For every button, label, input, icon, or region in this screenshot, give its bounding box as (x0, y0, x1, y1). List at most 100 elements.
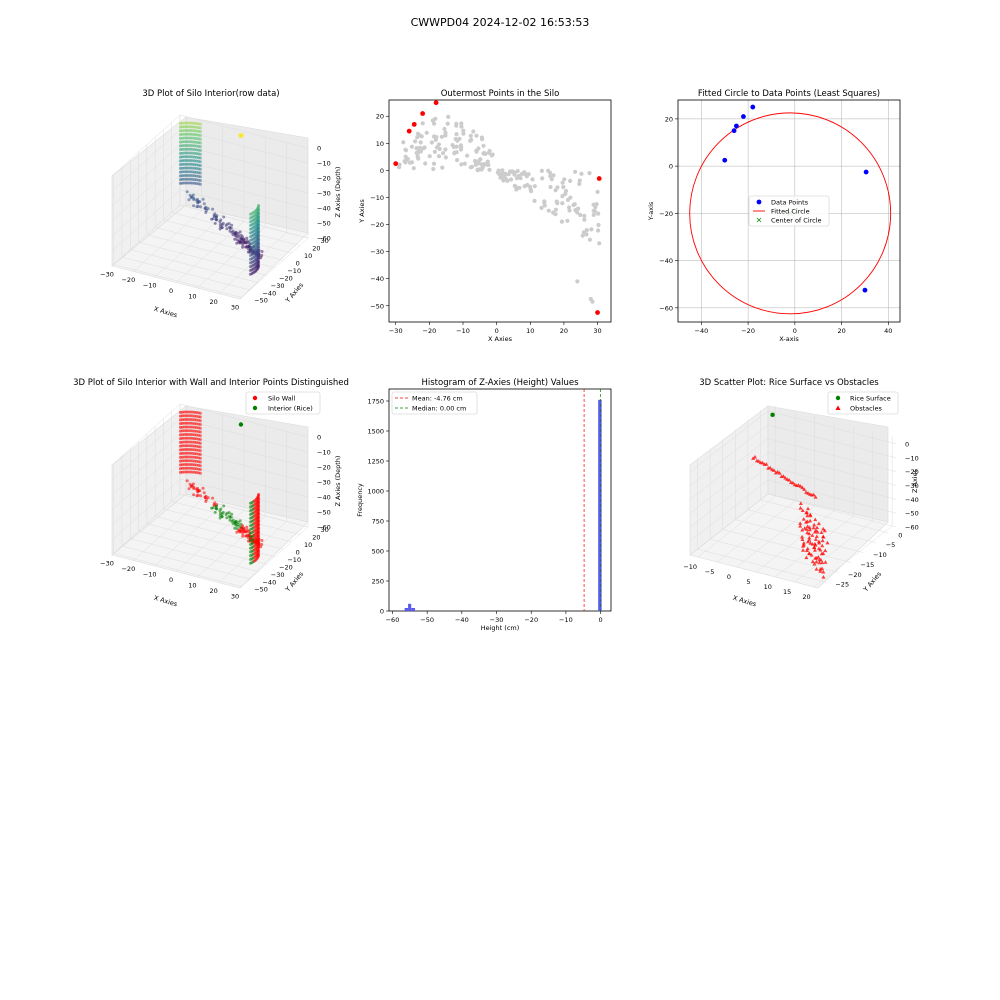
silo-point (178, 448, 182, 452)
legend-label-rice: Rice Surface (850, 395, 891, 403)
tick-label: 0 (317, 145, 321, 153)
outermost-points (393, 100, 602, 315)
outermost-point (596, 176, 602, 181)
data-points (722, 104, 869, 293)
grid-line (121, 256, 251, 291)
silo-point (230, 519, 234, 523)
gray-point (442, 126, 447, 132)
obstacle-point (805, 506, 810, 511)
tick-label: −20 (423, 327, 437, 335)
tick-label: −30 (490, 616, 504, 624)
obstacle-point (783, 475, 788, 480)
tick-label: 0 (380, 608, 384, 616)
tick-label: −20 (317, 464, 331, 472)
silo-point (196, 493, 200, 497)
silo-point (239, 239, 243, 243)
silo-point (202, 202, 206, 206)
y-axis-label: Y Axies (283, 281, 305, 305)
obstacle-point (825, 540, 830, 545)
grid-line (113, 553, 242, 587)
tick-label: 30 (321, 526, 329, 534)
silo-point (257, 507, 261, 511)
silo-point (202, 491, 206, 495)
obstacle-point (814, 556, 819, 560)
silo-point (212, 503, 216, 506)
grid-line (179, 403, 309, 438)
legend: Mean: -4.76 cm Median: 0.00 cm (391, 391, 478, 415)
chart-title: 3D Scatter Plot: Rice Surface vs Obstacl… (699, 378, 879, 388)
silo-point (257, 215, 261, 219)
gray-point (416, 149, 421, 154)
silo-point (241, 245, 245, 249)
gray-point (539, 205, 544, 210)
gray-point (403, 147, 408, 152)
gray-point (582, 217, 587, 222)
obstacle-point (814, 567, 819, 571)
silo-point (192, 204, 196, 208)
grid-line (130, 538, 259, 572)
gray-point (542, 203, 547, 208)
obstacle-point (760, 460, 765, 465)
panel-fitted-circle: Fitted Circle to Data Points (Least Squa… (647, 89, 901, 343)
silo-point (192, 493, 196, 497)
chart-title: Outermost Points in the Silo (441, 89, 560, 99)
grid-line (111, 174, 181, 237)
gray-point (462, 161, 467, 166)
obstacle-point (810, 559, 815, 564)
tick-label: −50 (420, 616, 434, 624)
outermost-point (393, 161, 399, 167)
silo-point (201, 197, 205, 201)
tick-label: −30 (905, 482, 919, 490)
silo-point (257, 233, 261, 237)
grid-line (111, 204, 181, 267)
silo-point (199, 205, 202, 209)
silo-point (236, 521, 240, 524)
gray-point (597, 241, 602, 246)
tick-label: 20 (312, 534, 320, 542)
chart-title: Histogram of Z-Axies (Height) Values (421, 378, 579, 388)
tick-label: 30 (593, 327, 601, 335)
gray-point (486, 162, 491, 167)
obstacle-point (818, 569, 823, 573)
silo-point (257, 237, 261, 241)
silo-point (205, 208, 208, 212)
tick-label: −5 (886, 541, 896, 549)
gray-point (443, 147, 448, 152)
gray-point (413, 139, 418, 144)
tick-label: −20 (848, 571, 862, 579)
obstacle-point (801, 540, 806, 545)
silo-point (257, 260, 261, 264)
silo-point (241, 534, 245, 538)
silo-point (257, 245, 261, 249)
tick-label: −10 (683, 563, 697, 571)
silo-point (188, 482, 192, 486)
obstacle-point (773, 470, 778, 475)
gray-point (446, 114, 451, 119)
silo-point (185, 190, 189, 194)
obstacle-point (775, 469, 780, 474)
silo-point (257, 545, 261, 549)
y-axis-label: Y Axies (283, 570, 305, 594)
gray-point (409, 144, 414, 149)
silo-point (188, 129, 192, 132)
gray-point (455, 158, 460, 163)
grid-line (171, 212, 300, 246)
tick-label: 0 (296, 549, 300, 557)
obstacle-point (768, 465, 773, 470)
y-axis-label: Y Axies (358, 199, 366, 224)
gray-point (587, 237, 593, 242)
legend-label-obstacles: Obstacles (850, 405, 883, 413)
outermost-point (433, 100, 439, 106)
silo-point (257, 534, 261, 538)
obstacle-point (810, 533, 815, 537)
obstacle-point (817, 540, 822, 545)
tick-label: −50 (370, 302, 384, 310)
obstacle-point (816, 521, 821, 526)
obstacle-point (815, 530, 820, 534)
obstacle-point (756, 459, 761, 463)
grid-line (736, 505, 815, 568)
panel-outermost: Outermost Points in the Silo −30 −20 −10 0 1… (358, 89, 612, 343)
legend-label-wall: Silo Wall (268, 395, 296, 403)
tick-label: 0 (669, 163, 673, 171)
silo-point (257, 537, 261, 541)
